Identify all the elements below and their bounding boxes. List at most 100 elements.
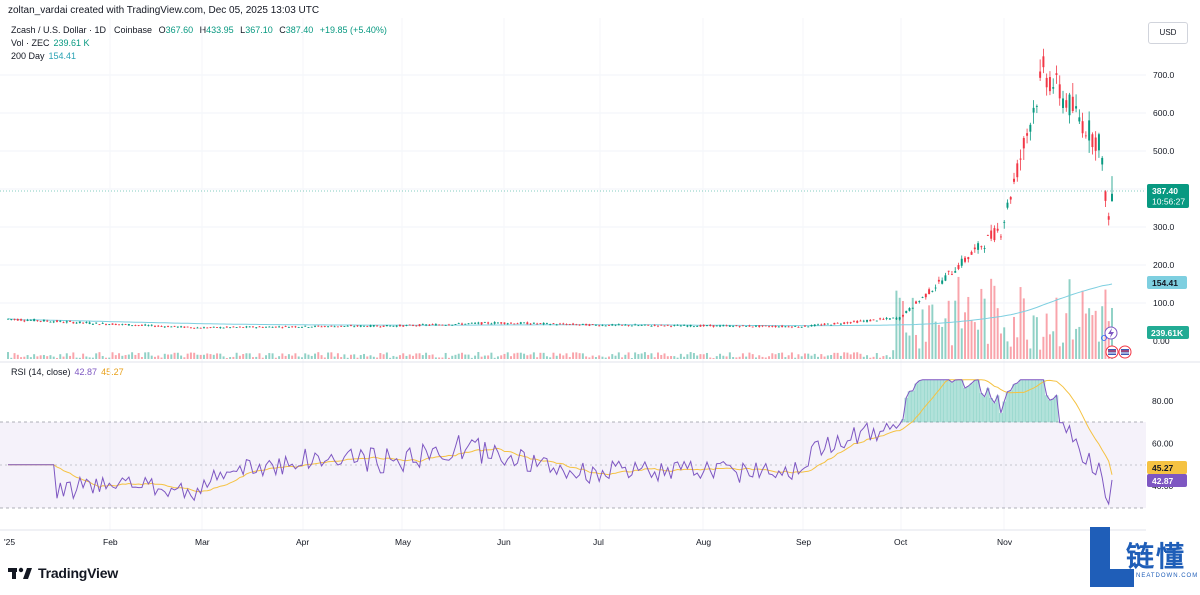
volume-bar	[905, 332, 908, 359]
volume-bar	[415, 353, 418, 359]
volume-bar	[349, 354, 352, 359]
candle-body	[1062, 98, 1064, 108]
volume-bar	[604, 357, 607, 359]
volume-bar	[516, 352, 519, 359]
volume-bar	[794, 357, 797, 359]
candle-body	[725, 325, 728, 327]
candle-body	[862, 320, 865, 322]
candle-body	[964, 257, 966, 262]
candle-body	[967, 257, 970, 260]
volume-bar	[617, 352, 620, 359]
low-label: L	[240, 25, 246, 35]
volume-bar	[13, 353, 16, 359]
symbol-name[interactable]: Zcash / U.S. Dollar · 1D · Coinbase	[11, 25, 153, 35]
volume-bar	[438, 357, 441, 359]
volume-bar	[813, 353, 816, 359]
candle-body	[820, 324, 823, 326]
volume-bar	[26, 355, 29, 359]
candle-body	[722, 325, 725, 327]
candle-body	[140, 325, 143, 326]
candle-body	[1013, 178, 1015, 182]
high-label: H	[199, 25, 207, 35]
volume-bar	[281, 353, 284, 359]
volume-bar	[712, 357, 715, 359]
volume-bar	[510, 356, 512, 359]
volume-bar	[1003, 327, 1006, 359]
volume-bar	[255, 356, 258, 359]
candle-body	[340, 325, 343, 327]
candle-body	[474, 322, 477, 324]
volume-bar	[451, 355, 454, 359]
volume-bar	[1091, 315, 1094, 359]
candle-body	[839, 323, 842, 325]
volume-bar	[852, 352, 855, 359]
candle-body	[1009, 197, 1012, 200]
candle-body	[454, 324, 457, 325]
ma200-line	[7, 283, 1113, 327]
volume-bar	[738, 356, 741, 359]
dividend-icon[interactable]	[1101, 335, 1107, 341]
lightning-icon[interactable]	[1104, 326, 1118, 340]
volume-bar	[346, 357, 349, 359]
candle-body	[549, 324, 552, 326]
candle-body	[232, 326, 235, 328]
candle-body	[212, 326, 215, 328]
candle-body	[601, 324, 604, 326]
volume-bar	[663, 353, 666, 359]
candle-body	[85, 322, 88, 324]
volume-bar	[725, 356, 728, 359]
ma-label[interactable]: 200 Day	[11, 51, 45, 61]
candle-body	[843, 322, 846, 324]
candle-body	[679, 325, 682, 327]
candle-body	[75, 322, 78, 324]
volume-bar	[147, 352, 150, 359]
candle-body	[911, 307, 914, 309]
candle-body	[284, 326, 287, 327]
candle-body	[686, 325, 689, 327]
volume-label[interactable]: Vol · ZEC	[11, 38, 50, 48]
volume-bar	[519, 352, 522, 359]
flag-icon-2[interactable]	[1118, 345, 1132, 359]
price-tick-label: 700.0	[1153, 70, 1175, 80]
volume-bar	[993, 285, 996, 359]
volume-bar	[1068, 279, 1071, 359]
rsi-label[interactable]: RSI (14, close)	[11, 367, 71, 377]
candle-body	[741, 325, 744, 327]
candle-body	[990, 230, 993, 239]
candle-body	[663, 325, 666, 327]
candle-body	[1052, 87, 1055, 89]
flag-icon[interactable]	[1105, 345, 1119, 359]
tradingview-logo[interactable]: TradingView	[8, 565, 118, 581]
open-label: O	[158, 25, 166, 35]
tradingview-logo-icon	[8, 567, 32, 579]
candle-body	[683, 324, 686, 326]
volume-bar	[366, 356, 369, 359]
candle-body	[147, 325, 150, 327]
volume-bar	[565, 353, 568, 359]
volume-bar	[676, 357, 679, 359]
candle-body	[105, 323, 107, 325]
candle-body	[206, 327, 209, 329]
candle-body	[771, 326, 774, 327]
volume-bar	[144, 352, 147, 359]
ma-badge: 154.41	[1147, 276, 1187, 289]
candle-body	[333, 326, 336, 328]
volume-bar	[16, 354, 19, 359]
time-tick-label: Feb	[103, 537, 118, 547]
currency-button[interactable]: USD	[1148, 22, 1188, 44]
candle-body	[781, 325, 784, 327]
candle-body	[1058, 84, 1061, 99]
volume-bar	[434, 357, 437, 359]
volume-bar	[797, 354, 800, 359]
volume-bar	[154, 356, 156, 359]
volume-bar	[461, 352, 463, 359]
volume-bar	[447, 357, 450, 359]
volume-bar	[950, 345, 953, 359]
volume-bar	[376, 357, 379, 359]
volume-bar	[101, 356, 104, 359]
candle-body	[640, 325, 643, 326]
candle-body	[532, 322, 535, 324]
time-axis[interactable]: '25 Feb Mar Apr May Jun Jul Aug Sep Oct Nov	[4, 537, 1013, 547]
volume-bar	[653, 357, 656, 359]
